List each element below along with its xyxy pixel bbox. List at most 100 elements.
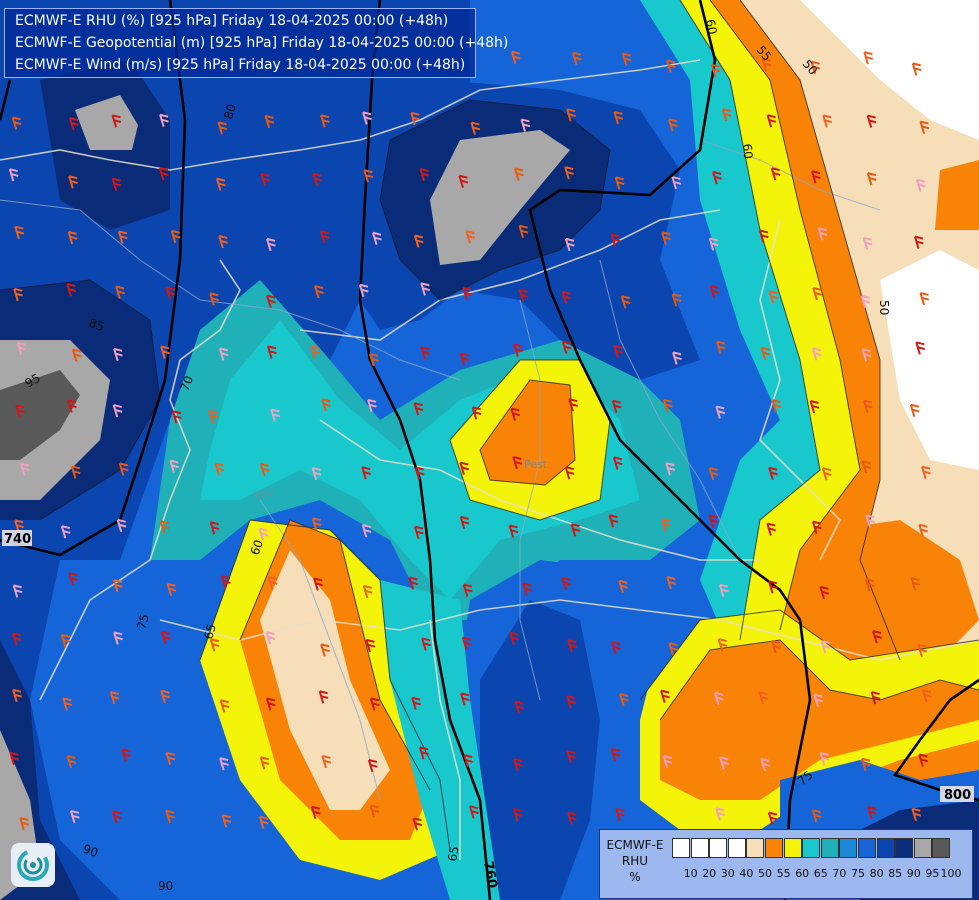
- wind-barb-icon: [819, 751, 830, 766]
- wind-barb-icon: [116, 518, 127, 533]
- wind-barb-icon: [566, 750, 577, 764]
- wind-barb-icon: [760, 346, 771, 361]
- wind-barb-icon: [921, 465, 931, 479]
- wind-barb-icon: [561, 576, 572, 591]
- wind-barb-icon: [413, 402, 424, 416]
- wind-barb-icon: [611, 641, 621, 655]
- wind-barb-icon: [266, 237, 276, 252]
- wind-barb-icon: [861, 757, 871, 772]
- wind-barb-icon: [760, 758, 770, 772]
- wind-barb-icon: [863, 399, 873, 413]
- wind-barb-icon: [115, 285, 125, 299]
- wind-barb-icon: [471, 406, 482, 420]
- wind-barb-icon: [258, 527, 269, 541]
- wind-barb-icon: [610, 747, 621, 762]
- wind-barb-icon: [717, 638, 728, 652]
- wind-barb-icon: [60, 525, 71, 539]
- wind-barb-icon: [408, 576, 419, 590]
- wind-barb-icon: [561, 340, 572, 355]
- wind-barb-icon: [170, 229, 181, 244]
- wind-barb-layer: [8, 50, 932, 831]
- wind-barb-icon: [469, 805, 479, 819]
- wind-barb-icon: [171, 410, 182, 424]
- geopotential-contour-label: 760: [480, 860, 499, 889]
- wind-barb-icon: [714, 691, 724, 706]
- wind-barb-icon: [708, 237, 719, 251]
- wind-barb-icon: [218, 347, 229, 361]
- legend-tick-label: 100: [940, 867, 962, 880]
- legend-tick-label: 70: [832, 867, 847, 880]
- wind-barb-icon: [311, 466, 322, 481]
- wind-barb-icon: [564, 166, 574, 180]
- legend-swatch: [839, 838, 858, 858]
- wind-barb-icon: [169, 459, 180, 473]
- wind-barb-icon: [112, 810, 122, 824]
- wind-barb-icon: [715, 807, 726, 821]
- wind-barb-icon: [566, 108, 576, 122]
- wind-barb-icon: [12, 688, 22, 703]
- wind-barb-icon: [414, 466, 425, 480]
- wind-barb-icon: [165, 809, 175, 824]
- wind-barb-icon: [615, 807, 625, 822]
- rhu-contour-label: 75: [134, 612, 151, 630]
- wind-barb-icon: [708, 467, 719, 481]
- wind-barb-icon: [561, 290, 572, 305]
- wind-barb-icon: [13, 287, 23, 302]
- place-label: Vas: [253, 484, 276, 503]
- wind-barb-icon: [159, 113, 169, 128]
- wind-barb-icon: [718, 583, 729, 597]
- wind-barb-icon: [668, 118, 678, 132]
- wind-barb-icon: [512, 808, 523, 822]
- wind-barb-icon: [866, 114, 877, 128]
- wind-barb-icon: [771, 640, 781, 654]
- wind-barb-icon: [217, 121, 228, 135]
- legend-tick-label: 75: [851, 867, 865, 880]
- wind-barb-icon: [220, 575, 231, 589]
- wind-barb-icon: [160, 689, 170, 703]
- legend-swatch: [672, 838, 690, 858]
- wind-barb-icon: [362, 584, 373, 599]
- wind-barb-icon: [362, 111, 372, 125]
- wind-barb-icon: [365, 638, 376, 653]
- wind-barb-icon: [612, 456, 623, 470]
- legend-swatch: [876, 838, 895, 858]
- title-line-geopotential: ECMWF-E Geopotential (m) [925 hPa] Frida…: [15, 35, 509, 51]
- wind-barb-icon: [118, 462, 129, 476]
- wind-barb-icon: [566, 695, 576, 709]
- wind-barb-icon: [459, 461, 470, 475]
- wind-barb-icon: [510, 407, 521, 421]
- wind-barb-icon: [618, 579, 628, 594]
- wind-barb-icon: [363, 169, 374, 183]
- wind-barb-icon: [766, 114, 777, 128]
- wind-barb-icon: [117, 230, 128, 244]
- legend-swatch: [783, 838, 802, 858]
- wind-barb-icon: [520, 118, 531, 132]
- wind-barb-icon: [572, 51, 582, 65]
- wind-barb-icon: [367, 759, 378, 773]
- wind-barb-icon: [11, 116, 22, 130]
- wind-barb-icon: [112, 579, 123, 593]
- legend-swatch: [820, 838, 839, 858]
- rhu-contour-label: 60: [248, 538, 266, 557]
- legend-tick-label: 60: [795, 867, 810, 880]
- wind-barb-icon: [508, 524, 519, 538]
- legend-tick-label: 40: [739, 867, 754, 880]
- wind-barb-icon: [209, 292, 219, 306]
- wind-barb-icon: [113, 347, 123, 362]
- wind-barb-icon: [608, 514, 619, 528]
- wind-barb-icon: [461, 636, 472, 651]
- rhu-contour-label: 65: [201, 622, 218, 640]
- wind-barb-icon: [768, 290, 779, 304]
- rhu-contour-label: 70: [178, 374, 196, 393]
- legend-unit: %: [629, 870, 641, 884]
- wind-barb-icon: [662, 755, 673, 769]
- wind-barb-icon: [810, 60, 821, 75]
- wind-barb-icon: [369, 804, 380, 818]
- wind-barb-icon: [518, 224, 529, 239]
- wind-barb-icon: [666, 59, 676, 73]
- wind-barb-icon: [709, 284, 720, 299]
- geopotential-contour-label: 800: [944, 788, 971, 803]
- wind-barb-icon: [358, 283, 369, 298]
- title-line-wind: ECMWF-E Wind (m/s) [925 hPa] Friday 18-0…: [15, 57, 466, 73]
- wind-barb-icon: [768, 580, 778, 594]
